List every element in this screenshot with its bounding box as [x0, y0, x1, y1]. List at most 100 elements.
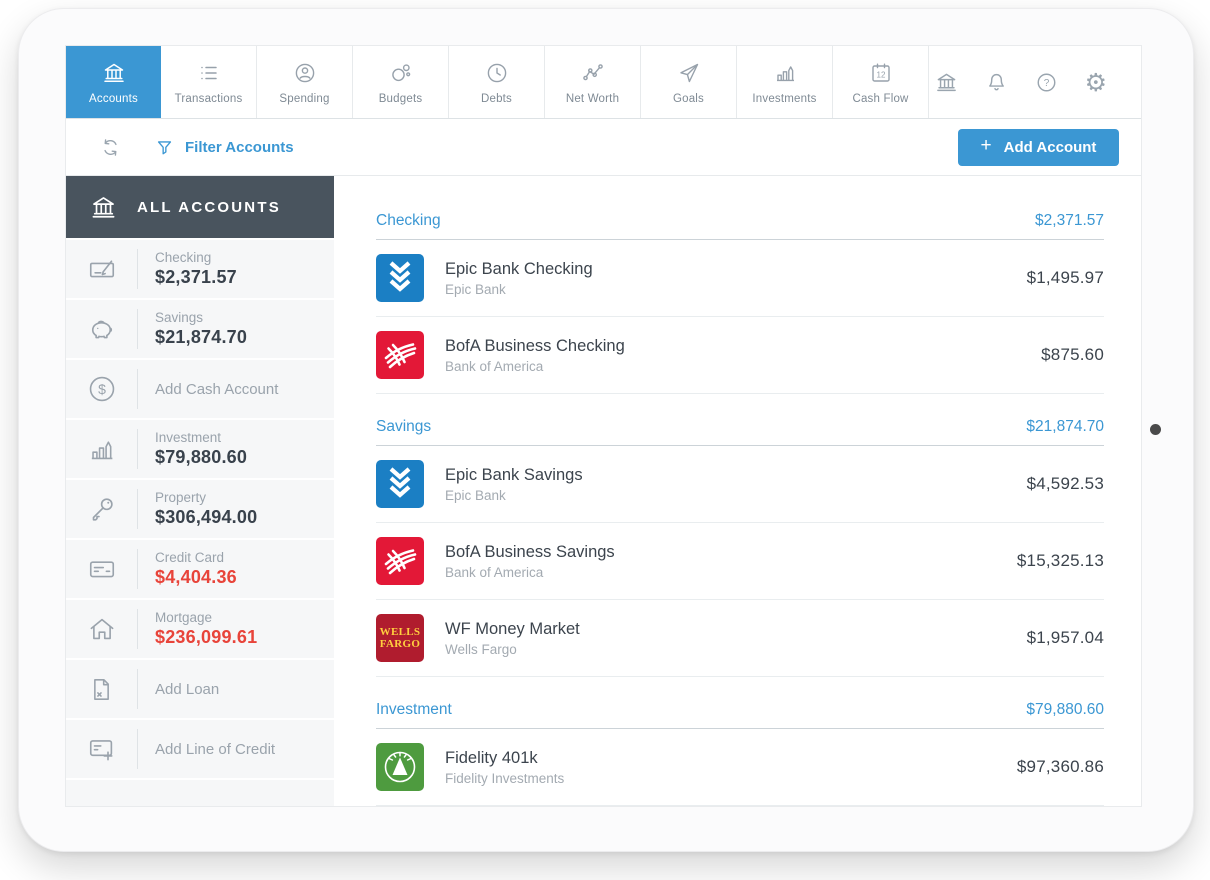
svg-text:$: $	[98, 381, 106, 397]
tab-label: Budgets	[378, 92, 423, 105]
bank-of-america-logo	[376, 331, 424, 379]
account-amount: $1,495.97	[1026, 268, 1104, 287]
sidebar-item-amount: $236,099.61	[155, 627, 258, 647]
account-row-fidelity-401k[interactable]: Fidelity 401k Fidelity Investments $97,3…	[376, 729, 1104, 806]
checkbook-icon	[66, 254, 137, 284]
sidebar-item-credit-card[interactable]: Credit Card $4,404.36	[66, 540, 334, 598]
sidebar-item-checking[interactable]: Checking $2,371.57	[66, 240, 334, 298]
tab-investments[interactable]: Investments	[737, 46, 833, 118]
sidebar-item-add-loan[interactable]: Add Loan	[66, 660, 334, 718]
account-name: Fidelity 401k	[445, 748, 538, 767]
funnel-icon	[155, 138, 174, 157]
tab-label: Net Worth	[565, 92, 620, 105]
tab-budgets[interactable]: Budgets	[353, 46, 449, 118]
accounts-sidebar: ALL ACCOUNTS Checking $2,371.57	[66, 176, 334, 806]
tab-net-worth[interactable]: Net Worth	[545, 46, 641, 118]
sidebar-item-label: Property	[155, 490, 207, 505]
account-institution: Bank of America	[445, 564, 544, 580]
sidebar-item-amount: $79,880.60	[155, 447, 248, 467]
add-account-label: Add Account	[1003, 138, 1097, 156]
account-amount: $15,325.13	[1016, 551, 1104, 570]
account-institution: Epic Bank	[445, 281, 506, 297]
sidebar-item-amount: $2,371.57	[155, 267, 237, 287]
sidebar-item-mortgage[interactable]: Mortgage $236,099.61	[66, 600, 334, 658]
account-amount: $97,360.86	[1016, 757, 1104, 776]
sidebar-item-investment[interactable]: Investment $79,880.60	[66, 420, 334, 478]
sidebar-item-savings[interactable]: Savings $21,874.70	[66, 300, 334, 358]
sidebar-all-accounts[interactable]: ALL ACCOUNTS	[66, 176, 334, 238]
account-row-bofa-business-checking[interactable]: BofA Business Checking Bank of America $…	[376, 317, 1104, 394]
account-amount: $4,592.53	[1026, 474, 1104, 493]
account-institution: Wells Fargo	[445, 641, 517, 657]
svg-text:?: ?	[1043, 77, 1049, 88]
tab-goals[interactable]: Goals	[641, 46, 737, 118]
paper-plane-icon	[677, 60, 701, 86]
account-institution: Epic Bank	[445, 487, 506, 503]
accounts-toolbar: Filter Accounts + Add Account	[66, 119, 1141, 176]
sidebar-item-property[interactable]: Property $306,494.00	[66, 480, 334, 538]
tablet-frame: Accounts Transactions Spending	[18, 8, 1194, 852]
bar-chart-icon	[773, 60, 797, 86]
sidebar-item-add-cash-account[interactable]: $ Add Cash Account	[66, 360, 334, 418]
list-icon	[197, 60, 221, 86]
tab-debts[interactable]: Debts	[449, 46, 545, 118]
bank-icon[interactable]	[935, 71, 958, 94]
sidebar-item-amount: $21,874.70	[155, 327, 248, 347]
add-account-button[interactable]: + Add Account	[958, 128, 1119, 166]
help-icon[interactable]: ?	[1035, 71, 1058, 94]
tab-label: Investments	[752, 92, 817, 105]
filter-accounts-button[interactable]: Filter Accounts	[155, 138, 294, 157]
account-name: Epic Bank Savings	[445, 465, 583, 484]
account-row-epic-bank-savings[interactable]: Epic Bank Savings Epic Bank $4,592.53	[376, 446, 1104, 523]
account-row-wf-money-market[interactable]: WELLS FARGO WF Money Market Wells Fargo …	[376, 600, 1104, 677]
svg-text:12: 12	[876, 70, 885, 79]
bubbles-icon	[389, 60, 413, 86]
sidebar-item-label: Add Loan	[155, 680, 220, 698]
sidebar-item-label: Add Cash Account	[155, 380, 279, 398]
section-label: Investment	[376, 701, 452, 718]
bank-of-america-logo	[376, 537, 424, 585]
tab-label: Spending	[279, 92, 330, 105]
app-window: Accounts Transactions Spending	[66, 46, 1141, 806]
piggy-bank-icon	[66, 314, 137, 344]
section-label: Checking	[376, 212, 441, 229]
tab-label: Accounts	[89, 92, 138, 105]
nav-right-icons: ? ⚙	[935, 46, 1141, 118]
account-row-epic-bank-checking[interactable]: Epic Bank Checking Epic Bank $1,495.97	[376, 240, 1104, 317]
sidebar-item-label: Savings	[155, 310, 204, 325]
account-name: BofA Business Checking	[445, 336, 625, 355]
bell-icon[interactable]	[985, 71, 1008, 94]
sidebar-item-add-line-of-credit[interactable]: Add Line of Credit	[66, 720, 334, 778]
tab-accounts[interactable]: Accounts	[66, 46, 161, 118]
section-total: $21,874.70	[1026, 418, 1104, 435]
sidebar-item-amount: $4,404.36	[155, 567, 237, 587]
refresh-icon[interactable]	[100, 137, 121, 158]
bank-icon	[102, 60, 126, 86]
section-header-checking: Checking $2,371.57	[376, 212, 1104, 240]
accounts-body: ALL ACCOUNTS Checking $2,371.57	[66, 176, 1141, 806]
account-amount: $1,957.04	[1026, 628, 1104, 647]
divider	[137, 729, 138, 769]
card-plus-icon	[66, 734, 137, 764]
plus-icon: +	[980, 135, 992, 156]
divider	[137, 489, 138, 529]
tab-spending[interactable]: Spending	[257, 46, 353, 118]
tab-label: Goals	[672, 92, 705, 105]
section-label: Savings	[376, 418, 432, 435]
gear-icon[interactable]: ⚙	[1084, 67, 1107, 97]
account-name: WF Money Market	[445, 619, 580, 638]
account-name: BofA Business Savings	[445, 542, 615, 561]
house-icon	[66, 614, 137, 644]
tab-cash-flow[interactable]: 12 Cash Flow	[833, 46, 929, 118]
tab-label: Transactions	[174, 92, 243, 105]
divider	[137, 609, 138, 649]
account-institution: Bank of America	[445, 358, 544, 374]
tab-transactions[interactable]: Transactions	[161, 46, 257, 118]
account-row-bofa-business-savings[interactable]: BofA Business Savings Bank of America $1…	[376, 523, 1104, 600]
line-chart-icon	[581, 60, 605, 86]
divider	[137, 429, 138, 469]
sidebar-filler	[66, 780, 334, 806]
account-amount: $875.60	[1041, 345, 1104, 364]
divider	[137, 369, 138, 409]
